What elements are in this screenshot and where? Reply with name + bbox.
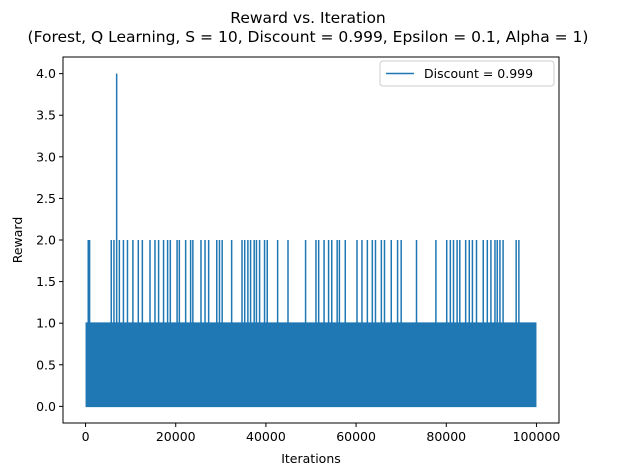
y-tick-label: 3.0 [36,149,56,164]
x-tick-label: 80000 [426,429,466,444]
legend-label: Discount = 0.999 [424,66,533,81]
x-tick-label: 0 [82,429,90,444]
y-tick-label: 3.5 [36,108,56,123]
x-tick-label: 20000 [156,429,196,444]
x-axis-label: Iterations [281,451,341,466]
x-axis-ticks: 0 20000 40000 60000 80000 100000 [82,423,561,444]
y-tick-label: 4.0 [36,66,56,81]
y-tick-label: 2.0 [36,233,56,248]
y-axis-ticks: 0.0 0.5 1.0 1.5 2.0 2.5 3.0 3.5 4.0 [36,66,63,414]
legend: Discount = 0.999 [379,60,555,87]
y-tick-label: 0.5 [36,357,56,372]
x-tick-label: 100000 [513,429,561,444]
y-tick-label: 0.0 [36,399,56,414]
x-tick-label: 60000 [336,429,376,444]
y-axis-label: Reward [10,217,25,264]
y-tick-label: 1.0 [36,316,56,331]
series-dense-band [85,323,537,407]
legend-box [379,60,555,87]
y-tick-label: 1.5 [36,274,56,289]
chart-subtitle: (Forest, Q Learning, S = 10, Discount = … [28,28,589,46]
x-tick-label: 40000 [246,429,286,444]
plot-data [85,73,537,408]
chart-title: Reward vs. Iteration [230,9,386,27]
y-tick-label: 2.5 [36,191,56,206]
